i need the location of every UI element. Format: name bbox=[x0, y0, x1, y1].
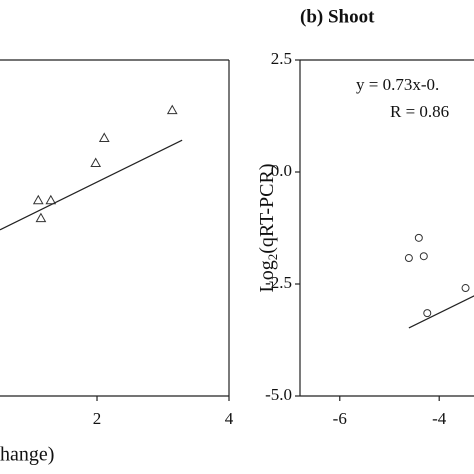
y-tick-label: -2.5 bbox=[265, 273, 292, 292]
x-axis-label: hange) bbox=[0, 444, 54, 466]
panel-title: (b) Shoot bbox=[300, 6, 375, 27]
y-tick-label: -5.0 bbox=[265, 385, 292, 404]
y-label-part: 2 bbox=[265, 254, 280, 261]
y-axis-label: Log2(qRT-PCR) bbox=[256, 163, 280, 292]
point bbox=[404, 254, 413, 263]
point bbox=[166, 104, 178, 115]
point bbox=[35, 212, 47, 223]
point bbox=[32, 194, 44, 205]
y-tick-label: 0.0 bbox=[271, 161, 292, 180]
point bbox=[90, 157, 102, 168]
point bbox=[414, 233, 423, 242]
annotation: y = 0.73x-0. bbox=[356, 75, 439, 94]
point bbox=[419, 252, 428, 261]
x-tick-label: -6 bbox=[333, 409, 347, 428]
fit-line bbox=[408, 295, 474, 329]
point bbox=[461, 284, 470, 293]
y-tick-label: 2.5 bbox=[271, 49, 292, 68]
fit-line bbox=[0, 139, 183, 231]
x-tick-label: 4 bbox=[225, 409, 234, 428]
x-tick-label: 2 bbox=[93, 409, 102, 428]
x-tick-label: -4 bbox=[432, 409, 447, 428]
point bbox=[98, 132, 110, 142]
point bbox=[423, 309, 432, 318]
y-label-part: Log bbox=[256, 260, 278, 292]
point bbox=[45, 194, 57, 205]
y-label-part: (qRT-PCR) bbox=[256, 163, 278, 253]
annotation: R = 0.86 bbox=[390, 102, 449, 121]
